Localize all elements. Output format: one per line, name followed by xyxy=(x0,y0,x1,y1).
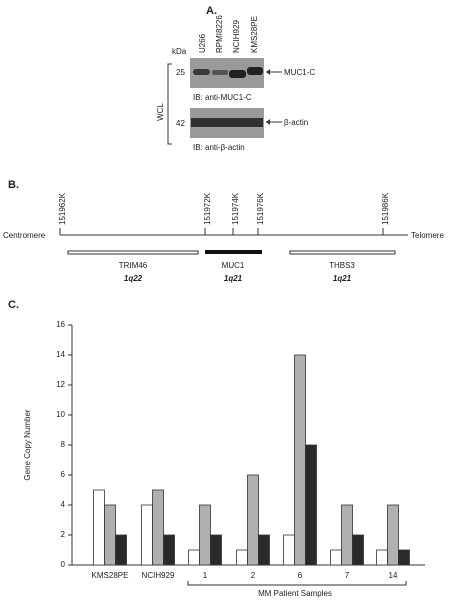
gene-locus: 1q21 xyxy=(224,274,243,283)
band xyxy=(191,118,263,127)
arrow-head xyxy=(266,69,270,75)
y-axis-label: Gene Copy Number xyxy=(23,409,32,480)
y-tick-label: 16 xyxy=(56,320,65,329)
bar xyxy=(341,504,353,566)
gene-name: MUC1 xyxy=(222,261,245,270)
group-bracket xyxy=(187,581,407,586)
bar xyxy=(247,474,259,566)
lane-label: NCIH929 xyxy=(232,20,241,53)
bar xyxy=(283,534,295,566)
gene-bar xyxy=(67,250,199,255)
bracket xyxy=(167,63,172,145)
group-label: MM Patient Samples xyxy=(258,589,332,598)
bar xyxy=(199,504,211,566)
position-label: 151986K xyxy=(381,192,390,225)
gene-locus: 1q21 xyxy=(333,274,352,283)
y-tick-label: 0 xyxy=(61,560,66,569)
x-tick-label: NCIH929 xyxy=(142,571,175,580)
bar xyxy=(376,549,388,566)
band-label: MUC1-C xyxy=(284,68,315,77)
band xyxy=(193,69,210,75)
x-tick-label: 6 xyxy=(298,571,303,580)
gene-name: THBS3 xyxy=(329,261,355,270)
y-tick-label: 10 xyxy=(56,410,65,419)
band xyxy=(229,70,246,78)
bar xyxy=(352,534,364,566)
end-label: Telomere xyxy=(411,231,444,240)
bar xyxy=(294,354,306,566)
bar xyxy=(93,489,105,566)
sample-label: WCL xyxy=(156,103,165,121)
x-tick-label: 2 xyxy=(251,571,256,580)
position-label: 151976K xyxy=(256,192,265,225)
panel-label: C. xyxy=(8,299,19,311)
bar xyxy=(398,549,410,566)
bar xyxy=(152,489,164,566)
bar xyxy=(115,534,127,566)
bar xyxy=(258,534,270,566)
bar xyxy=(210,534,222,566)
bar xyxy=(141,504,153,566)
y-tick-label: 12 xyxy=(56,380,65,389)
end-label: Centromere xyxy=(3,231,46,240)
genes: TRIM46 1q22 MUC1 1q21 THBS3 1q21 xyxy=(67,250,396,283)
blot-label: IB: anti-MUC1-C xyxy=(193,93,252,102)
lane-labels: U266 RPMI8226 NCIH929 KMS28PE xyxy=(198,15,259,53)
lane-label: KMS28PE xyxy=(250,16,259,53)
y-tick-label: 2 xyxy=(61,530,66,539)
bar xyxy=(188,549,200,566)
gene-name: TRIM46 xyxy=(119,261,148,270)
y-tick-label: 4 xyxy=(61,500,66,509)
band-label: β-actin xyxy=(284,118,308,127)
y-tick-label: 6 xyxy=(61,470,66,479)
bar xyxy=(163,534,175,566)
gene-bar xyxy=(205,250,262,254)
bar xyxy=(305,444,317,566)
x-tick-label: KMS28PE xyxy=(92,571,129,580)
lane-label: U266 xyxy=(198,33,207,53)
arrow-head xyxy=(266,119,270,125)
y-tick-label: 8 xyxy=(61,440,66,449)
bar xyxy=(236,549,248,566)
x-tick-label: 1 xyxy=(203,571,208,580)
band xyxy=(212,70,228,75)
gene-bar xyxy=(289,250,396,255)
marker-label: 25 xyxy=(176,68,185,77)
bar xyxy=(330,549,342,566)
position-label: 151962K xyxy=(58,192,67,225)
panel-label: B. xyxy=(8,179,19,191)
x-tick-label: 14 xyxy=(389,571,398,580)
bar xyxy=(104,504,116,566)
panel-label: A. xyxy=(206,5,217,17)
x-tick-label: 7 xyxy=(345,571,350,580)
gene-locus: 1q22 xyxy=(124,274,143,283)
marker-label: 42 xyxy=(176,119,185,128)
position-label: 151974K xyxy=(231,192,240,225)
blot-label: IB: anti-β-actin xyxy=(193,143,245,152)
band xyxy=(247,67,263,75)
lane-label: RPMI8226 xyxy=(215,15,224,53)
y-tick-label: 14 xyxy=(56,350,65,359)
position-label: 151972K xyxy=(203,192,212,225)
bar xyxy=(387,504,399,566)
unit-label: kDa xyxy=(172,47,187,56)
